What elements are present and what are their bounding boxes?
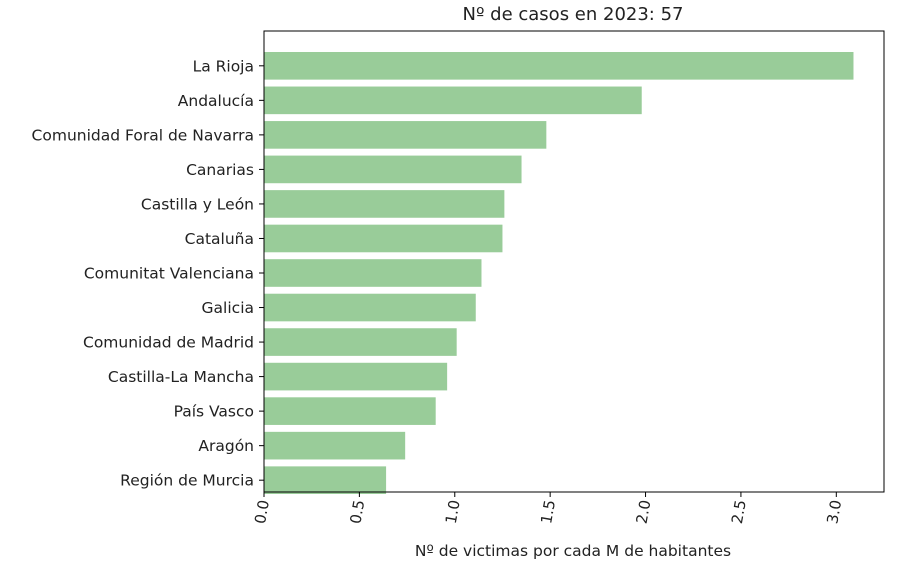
bar-3 xyxy=(264,155,522,184)
x-tick-label: 1.5 xyxy=(537,499,559,526)
category-label: Andalucía xyxy=(178,92,254,110)
category-label: La Rioja xyxy=(193,57,254,75)
bar-4 xyxy=(264,190,505,218)
plot-frame xyxy=(263,30,885,493)
x-tick-label: 2.0 xyxy=(633,499,655,526)
bar-0 xyxy=(264,52,854,80)
bar-5 xyxy=(264,224,503,253)
x-ticks-group: 0.0 0.5 1.0 1.5 2.0 2.5 3.0 xyxy=(251,492,845,525)
category-label: Región de Murcia xyxy=(120,472,254,490)
bar-6 xyxy=(264,259,482,287)
chart-title: Nº de casos en 2023: 57 xyxy=(462,4,683,25)
category-label: Cataluña xyxy=(185,230,254,248)
bar-10 xyxy=(264,397,436,425)
bars-group xyxy=(264,52,854,494)
category-label: Comunidad de Madrid xyxy=(83,334,254,352)
category-label: País Vasco xyxy=(174,403,254,421)
bar-12 xyxy=(264,466,387,494)
bar-2 xyxy=(264,121,547,149)
bar-9 xyxy=(264,362,448,391)
category-label: Canarias xyxy=(186,161,254,179)
category-label: Galicia xyxy=(202,299,254,317)
category-label: Comunidad Foral de Navarra xyxy=(32,126,254,144)
category-label: Castilla y León xyxy=(141,195,254,213)
x-axis-label: Nº de victimas por cada M de habitantes xyxy=(415,542,731,560)
x-tick-label: 0.5 xyxy=(346,499,368,526)
x-tick-label: 2.5 xyxy=(728,499,750,526)
category-labels-group: La Rioja Andalucía Comunidad Foral de Nava… xyxy=(32,57,264,490)
bar-1 xyxy=(264,86,642,115)
x-tick-label: 3.0 xyxy=(823,499,845,526)
bar-11 xyxy=(264,431,406,460)
x-tick-label: 1.0 xyxy=(442,499,464,526)
category-label: Castilla-La Mancha xyxy=(108,368,254,386)
category-label: Comunitat Valenciana xyxy=(84,265,254,283)
bar-7 xyxy=(264,293,476,322)
x-tick-label: 0.0 xyxy=(251,499,273,526)
category-label: Aragón xyxy=(198,437,254,455)
bar-8 xyxy=(264,328,457,356)
